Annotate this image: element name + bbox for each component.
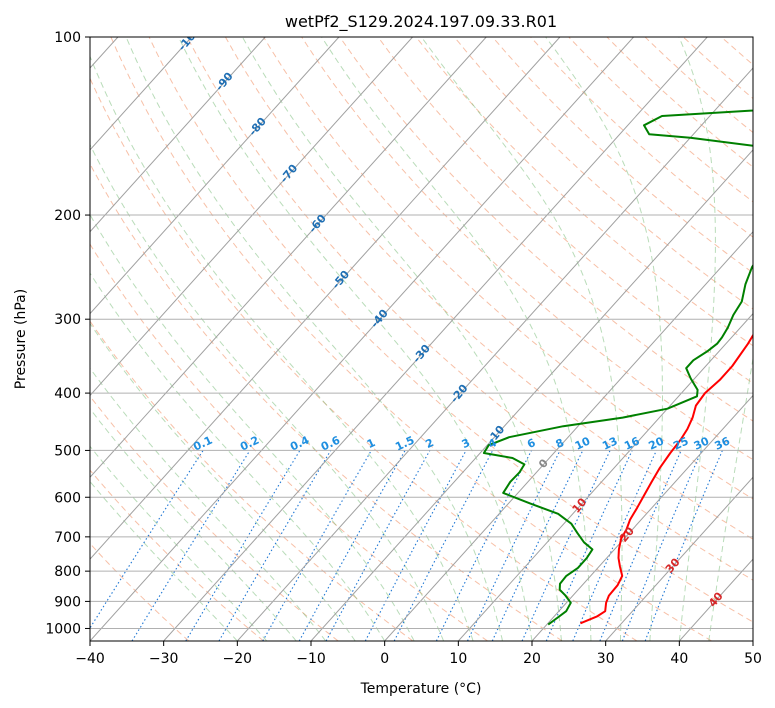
isotherm-line bbox=[90, 37, 340, 315]
y-tick-label: 900 bbox=[54, 594, 81, 610]
y-tick-label: 800 bbox=[54, 564, 81, 580]
isotherm-line bbox=[163, 37, 708, 641]
mixing-ratio-label: 30 bbox=[692, 434, 712, 452]
mixing-ratio-line bbox=[435, 450, 532, 641]
x-tick-label: −20 bbox=[223, 651, 253, 667]
x-axis: −40 −30 −20 −10 0 10 20 30 40 50 bbox=[75, 641, 762, 667]
y-tick-label: 200 bbox=[54, 208, 81, 224]
dry-adiabat bbox=[90, 395, 339, 641]
mixing-ratio-line bbox=[90, 450, 204, 630]
mixing-ratio-label: 10 bbox=[573, 434, 593, 452]
moist-adiabat bbox=[90, 480, 238, 641]
y-tick-label: 400 bbox=[54, 386, 81, 402]
moist-adiabat bbox=[321, 37, 592, 641]
x-tick-label: 10 bbox=[449, 651, 467, 667]
x-tick-label: −30 bbox=[149, 651, 179, 667]
mixing-ratio-label: 25 bbox=[671, 434, 690, 452]
moist-adiabat bbox=[420, 37, 623, 641]
y-tick-label: 100 bbox=[54, 30, 81, 46]
isotherm-line bbox=[310, 149, 753, 641]
y-tick-label: 600 bbox=[54, 490, 81, 506]
x-axis-title: Temperature (°C) bbox=[360, 681, 482, 697]
dry-adiabat bbox=[90, 162, 563, 641]
moist-adiabat bbox=[125, 37, 503, 641]
dry-adiabat bbox=[415, 37, 753, 347]
isotherm-line bbox=[531, 394, 753, 641]
grid-lines bbox=[90, 37, 753, 641]
mixing-ratio-label: 36 bbox=[713, 434, 733, 452]
mixing-ratio-line bbox=[599, 450, 682, 641]
mixing-ratio-line bbox=[325, 450, 431, 641]
isotherm-line bbox=[90, 37, 561, 560]
dry-adiabat bbox=[90, 243, 488, 641]
chart-title: wetPf2_S129.2024.197.09.33.R01 bbox=[285, 12, 557, 32]
isotherm-line bbox=[457, 312, 753, 641]
moist-adiabat bbox=[241, 37, 562, 641]
x-tick-label: −10 bbox=[296, 651, 326, 667]
y-axis: 100 200 300 400 500 600 700 800 900 1000 bbox=[45, 30, 90, 637]
mixing-ratio-line bbox=[644, 450, 723, 641]
y-tick-label: 500 bbox=[54, 443, 81, 459]
mixing-ratio-label: 13 bbox=[600, 434, 619, 452]
x-tick-label: 0 bbox=[380, 651, 389, 667]
dry-adiabat bbox=[110, 37, 712, 641]
moist-adiabat bbox=[545, 37, 663, 641]
mixing-ratio-line bbox=[572, 450, 657, 641]
series-lines bbox=[482, 109, 753, 626]
x-tick-label: 40 bbox=[670, 651, 688, 667]
isotherm-line bbox=[605, 476, 753, 641]
isotherm-line bbox=[90, 37, 413, 397]
dry-adiabat bbox=[339, 37, 753, 422]
plot-frame bbox=[89, 36, 754, 642]
dry-adiabat bbox=[492, 37, 753, 274]
series-line-0 bbox=[580, 333, 753, 625]
moist-adiabat bbox=[90, 55, 474, 641]
isotherm-line bbox=[90, 37, 192, 151]
isotherm-line bbox=[90, 37, 487, 479]
isotherm-line bbox=[384, 230, 753, 641]
moist-adiabat bbox=[178, 37, 533, 641]
isotherm-line bbox=[90, 37, 634, 641]
mixing-ratio-label: 20 bbox=[647, 434, 667, 452]
x-tick-label: 30 bbox=[597, 651, 615, 667]
moist-adiabat bbox=[678, 37, 716, 641]
moist-adiabat bbox=[90, 322, 356, 641]
mixing-ratio-line bbox=[621, 450, 703, 641]
x-tick-label: −40 bbox=[75, 651, 105, 667]
y-tick-label: 1000 bbox=[45, 621, 81, 637]
dry-adiabat bbox=[186, 37, 753, 581]
dry-adiabat bbox=[530, 37, 753, 238]
moist-adiabat bbox=[708, 355, 753, 641]
dry-adiabat bbox=[263, 37, 753, 500]
dry-adiabat bbox=[90, 320, 414, 641]
mixing-ratio-line bbox=[298, 450, 406, 641]
mixing-ratio-line bbox=[545, 450, 633, 641]
isotherm-line bbox=[90, 37, 266, 233]
y-axis-title: Pressure (hPa) bbox=[13, 289, 29, 389]
x-tick-label: 20 bbox=[523, 651, 541, 667]
moist-adiabat bbox=[90, 143, 445, 641]
mixing-ratio-label: 16 bbox=[622, 434, 642, 452]
y-tick-label: 700 bbox=[54, 530, 81, 546]
y-tick-label: 300 bbox=[54, 312, 81, 328]
x-tick-label: 50 bbox=[744, 651, 762, 667]
dry-adiabat bbox=[90, 77, 638, 641]
series-line-1 bbox=[482, 109, 753, 626]
mixing-ratio-line bbox=[262, 450, 372, 641]
dry-adiabat bbox=[377, 37, 753, 384]
dry-adiabat bbox=[224, 37, 753, 540]
